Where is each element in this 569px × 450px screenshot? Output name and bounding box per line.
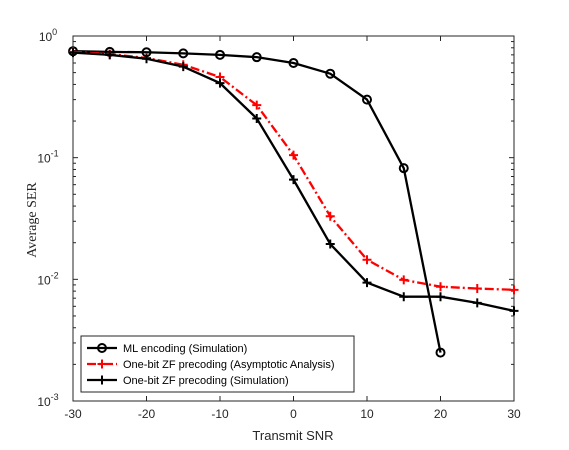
legend-item: One-bit ZF precoding (Asymptotic Analysi… bbox=[87, 359, 335, 371]
legend-marker bbox=[97, 375, 107, 385]
data-point bbox=[252, 113, 262, 123]
y-tick-exponent: -3 bbox=[51, 392, 59, 402]
legend-marker bbox=[97, 359, 107, 369]
x-tick-label: -30 bbox=[64, 407, 82, 421]
legend-label: One-bit ZF precoding (Asymptotic Analysi… bbox=[123, 359, 335, 371]
data-point bbox=[325, 239, 335, 249]
data-point bbox=[68, 48, 78, 58]
x-axis-label: Transmit SNR bbox=[252, 428, 333, 443]
series-layer bbox=[68, 46, 519, 358]
y-tick-base: 10 bbox=[37, 395, 51, 409]
series-3 bbox=[68, 48, 519, 316]
data-point bbox=[289, 150, 298, 160]
legend-box bbox=[80, 335, 355, 393]
data-point bbox=[362, 94, 372, 105]
data-point bbox=[509, 285, 519, 295]
data-point bbox=[472, 298, 482, 308]
data-point bbox=[215, 78, 225, 88]
y-axis-label: Average SER bbox=[25, 182, 40, 258]
data-point bbox=[105, 50, 115, 60]
data-point bbox=[178, 48, 189, 59]
data-point bbox=[435, 347, 446, 358]
y-tick-base: 10 bbox=[37, 152, 51, 166]
data-point bbox=[142, 54, 151, 64]
data-point bbox=[362, 255, 372, 265]
data-point bbox=[509, 306, 519, 316]
data-point bbox=[399, 292, 409, 302]
data-point bbox=[399, 275, 409, 285]
y-tick-base: 10 bbox=[37, 273, 51, 287]
data-point bbox=[289, 175, 298, 185]
data-point bbox=[325, 68, 336, 79]
x-tick-label: -20 bbox=[138, 407, 156, 421]
series-line bbox=[72, 50, 442, 353]
legend-item: ML encoding (Simulation) bbox=[87, 343, 247, 355]
x-tick-label: 10 bbox=[360, 407, 374, 421]
y-tick-label: 10-1 bbox=[37, 149, 58, 166]
data-point bbox=[178, 62, 188, 72]
x-tick-label: 30 bbox=[507, 407, 521, 421]
x-tick-label: 20 bbox=[434, 407, 448, 421]
y-tick-label: 100 bbox=[39, 27, 57, 44]
legend-marker bbox=[97, 343, 107, 353]
data-point bbox=[252, 100, 262, 110]
x-tick-label: -10 bbox=[211, 407, 229, 421]
x-tick-label: 0 bbox=[290, 407, 297, 421]
y-tick-label: 10-3 bbox=[37, 392, 58, 409]
data-point bbox=[398, 163, 409, 174]
data-point bbox=[472, 284, 482, 294]
y-tick-exponent: -2 bbox=[51, 270, 59, 280]
y-tick-base: 10 bbox=[39, 30, 53, 44]
y-tick-label: 10-2 bbox=[37, 270, 58, 287]
data-point bbox=[362, 278, 372, 288]
legend-label: One-bit ZF precoding (Simulation) bbox=[123, 375, 289, 387]
data-point bbox=[436, 282, 445, 292]
y-tick-exponent: 0 bbox=[52, 27, 57, 37]
y-tick-exponent: -1 bbox=[51, 149, 59, 159]
legend-label: ML encoding (Simulation) bbox=[123, 343, 247, 355]
data-point bbox=[325, 211, 335, 221]
data-point bbox=[288, 57, 299, 68]
data-point bbox=[215, 49, 225, 60]
legend: ML encoding (Simulation) One-bit ZF preco… bbox=[80, 335, 355, 393]
data-point bbox=[251, 52, 262, 63]
data-point bbox=[436, 292, 445, 302]
legend-item: One-bit ZF precoding (Simulation) bbox=[87, 375, 289, 387]
